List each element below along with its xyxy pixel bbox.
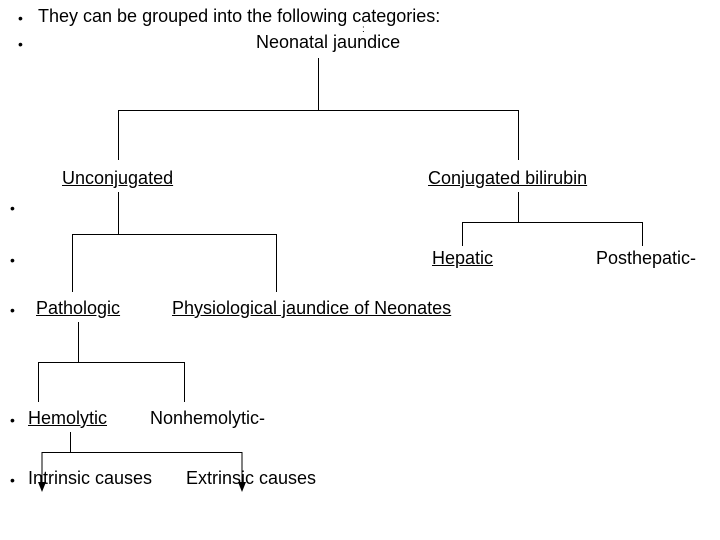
line-physio-drop <box>276 234 277 292</box>
line-right-drop1 <box>518 110 519 160</box>
bullet-2: • <box>18 36 23 52</box>
physiological-label: Physiological jaundice of Neonates <box>172 298 451 319</box>
line-conj-hsplit <box>462 222 642 223</box>
line-hemo-hsplit2 <box>42 452 242 453</box>
line-path-down <box>78 322 79 362</box>
bullet-1: • <box>18 10 23 26</box>
hemolytic-label: Hemolytic <box>28 408 107 429</box>
line-posthepatic-drop <box>642 222 643 246</box>
bullet-5: • <box>10 302 15 318</box>
line-path-hsplit <box>38 362 184 363</box>
bullet-7: • <box>10 472 15 488</box>
hepatic-label: Hepatic <box>432 248 493 269</box>
bullet-6: • <box>10 412 15 428</box>
root-label: Neonatal jaundice <box>256 32 400 53</box>
nonhemolytic-label: Nonhemolytic- <box>150 408 265 429</box>
line-unconj-down <box>118 192 119 234</box>
line-root-hsplit <box>118 110 518 111</box>
line-nonhemo-drop <box>184 362 185 402</box>
unconjugated-label: Unconjugated <box>62 168 173 189</box>
bullet-3: • <box>10 200 15 216</box>
line-hemo-drop <box>38 362 39 402</box>
intrinsic-label: Intrinsic causes <box>28 468 152 489</box>
line-conj-down <box>518 192 519 222</box>
bullet-4: • <box>10 252 15 268</box>
intro-text: They can be grouped into the following c… <box>38 6 440 27</box>
extrinsic-label: Extrinsic causes <box>186 468 316 489</box>
line-pathologic-drop <box>72 234 73 292</box>
posthepatic-label: Posthepatic- <box>596 248 696 269</box>
line-root-down <box>318 58 319 110</box>
conjugated-label: Conjugated bilirubin <box>428 168 587 189</box>
line-hemo-down2 <box>70 432 71 452</box>
line-unconj-hsplit <box>72 234 276 235</box>
line-hepatic-drop <box>462 222 463 246</box>
line-left-drop1 <box>118 110 119 160</box>
pathologic-label: Pathologic <box>36 298 120 319</box>
